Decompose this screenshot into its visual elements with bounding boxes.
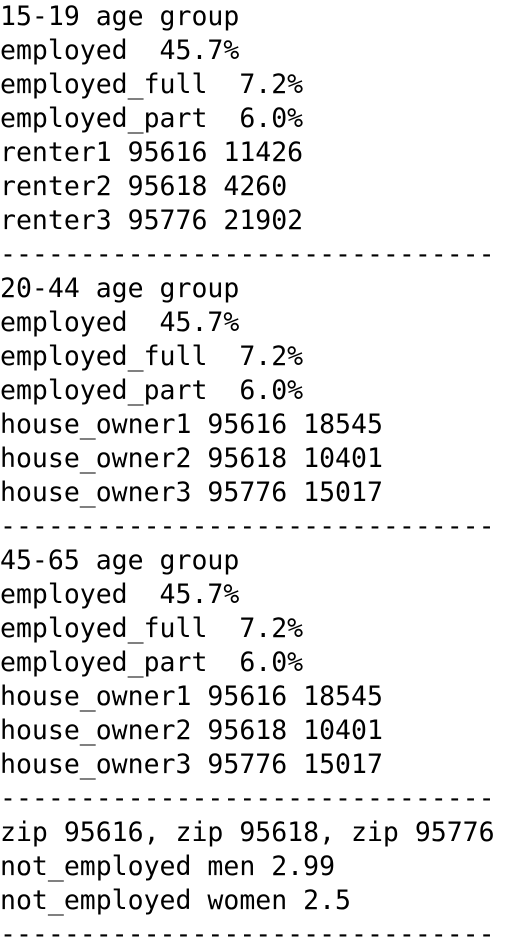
not-employed-women-line: not_employed women 2.5 xyxy=(0,885,351,916)
house-owner3-line: house_owner3 95776 15017 xyxy=(0,477,383,508)
employed-full-line: employed_full 7.2% xyxy=(0,613,304,644)
employed-line: employed 45.7% xyxy=(0,579,240,610)
house-owner2-line: house_owner2 95618 10401 xyxy=(0,715,383,746)
divider-line: ------------------------------- xyxy=(0,783,495,814)
divider-line: ------------------------------- xyxy=(0,919,495,937)
employed-full-line: employed_full 7.2% xyxy=(0,69,304,100)
renter1-line: renter1 95616 11426 xyxy=(0,137,304,168)
divider-line: ------------------------------- xyxy=(0,511,495,542)
group-heading-15-19: 15-19 age group xyxy=(0,1,240,32)
group-heading-20-44: 20-44 age group xyxy=(0,273,240,304)
employed-part-line: employed_part 6.0% xyxy=(0,103,304,134)
zip-codes-line: zip 95616, zip 95618, zip 95776 xyxy=(0,817,495,848)
renter3-line: renter3 95776 21902 xyxy=(0,205,304,236)
renter2-line: renter2 95618 4260 xyxy=(0,171,288,202)
employed-line: employed 45.7% xyxy=(0,35,240,66)
house-owner1-line: house_owner1 95616 18545 xyxy=(0,409,383,440)
divider-line: ------------------------------- xyxy=(0,239,495,270)
employed-part-line: employed_part 6.0% xyxy=(0,647,304,678)
employed-full-line: employed_full 7.2% xyxy=(0,341,304,372)
employed-part-line: employed_part 6.0% xyxy=(0,375,304,406)
group-heading-45-65: 45-65 age group xyxy=(0,545,240,576)
house-owner3-line: house_owner3 95776 15017 xyxy=(0,749,383,780)
house-owner2-line: house_owner2 95618 10401 xyxy=(0,443,383,474)
employed-line: employed 45.7% xyxy=(0,307,240,338)
house-owner1-line: house_owner1 95616 18545 xyxy=(0,681,383,712)
not-employed-men-line: not_employed men 2.99 xyxy=(0,851,336,882)
